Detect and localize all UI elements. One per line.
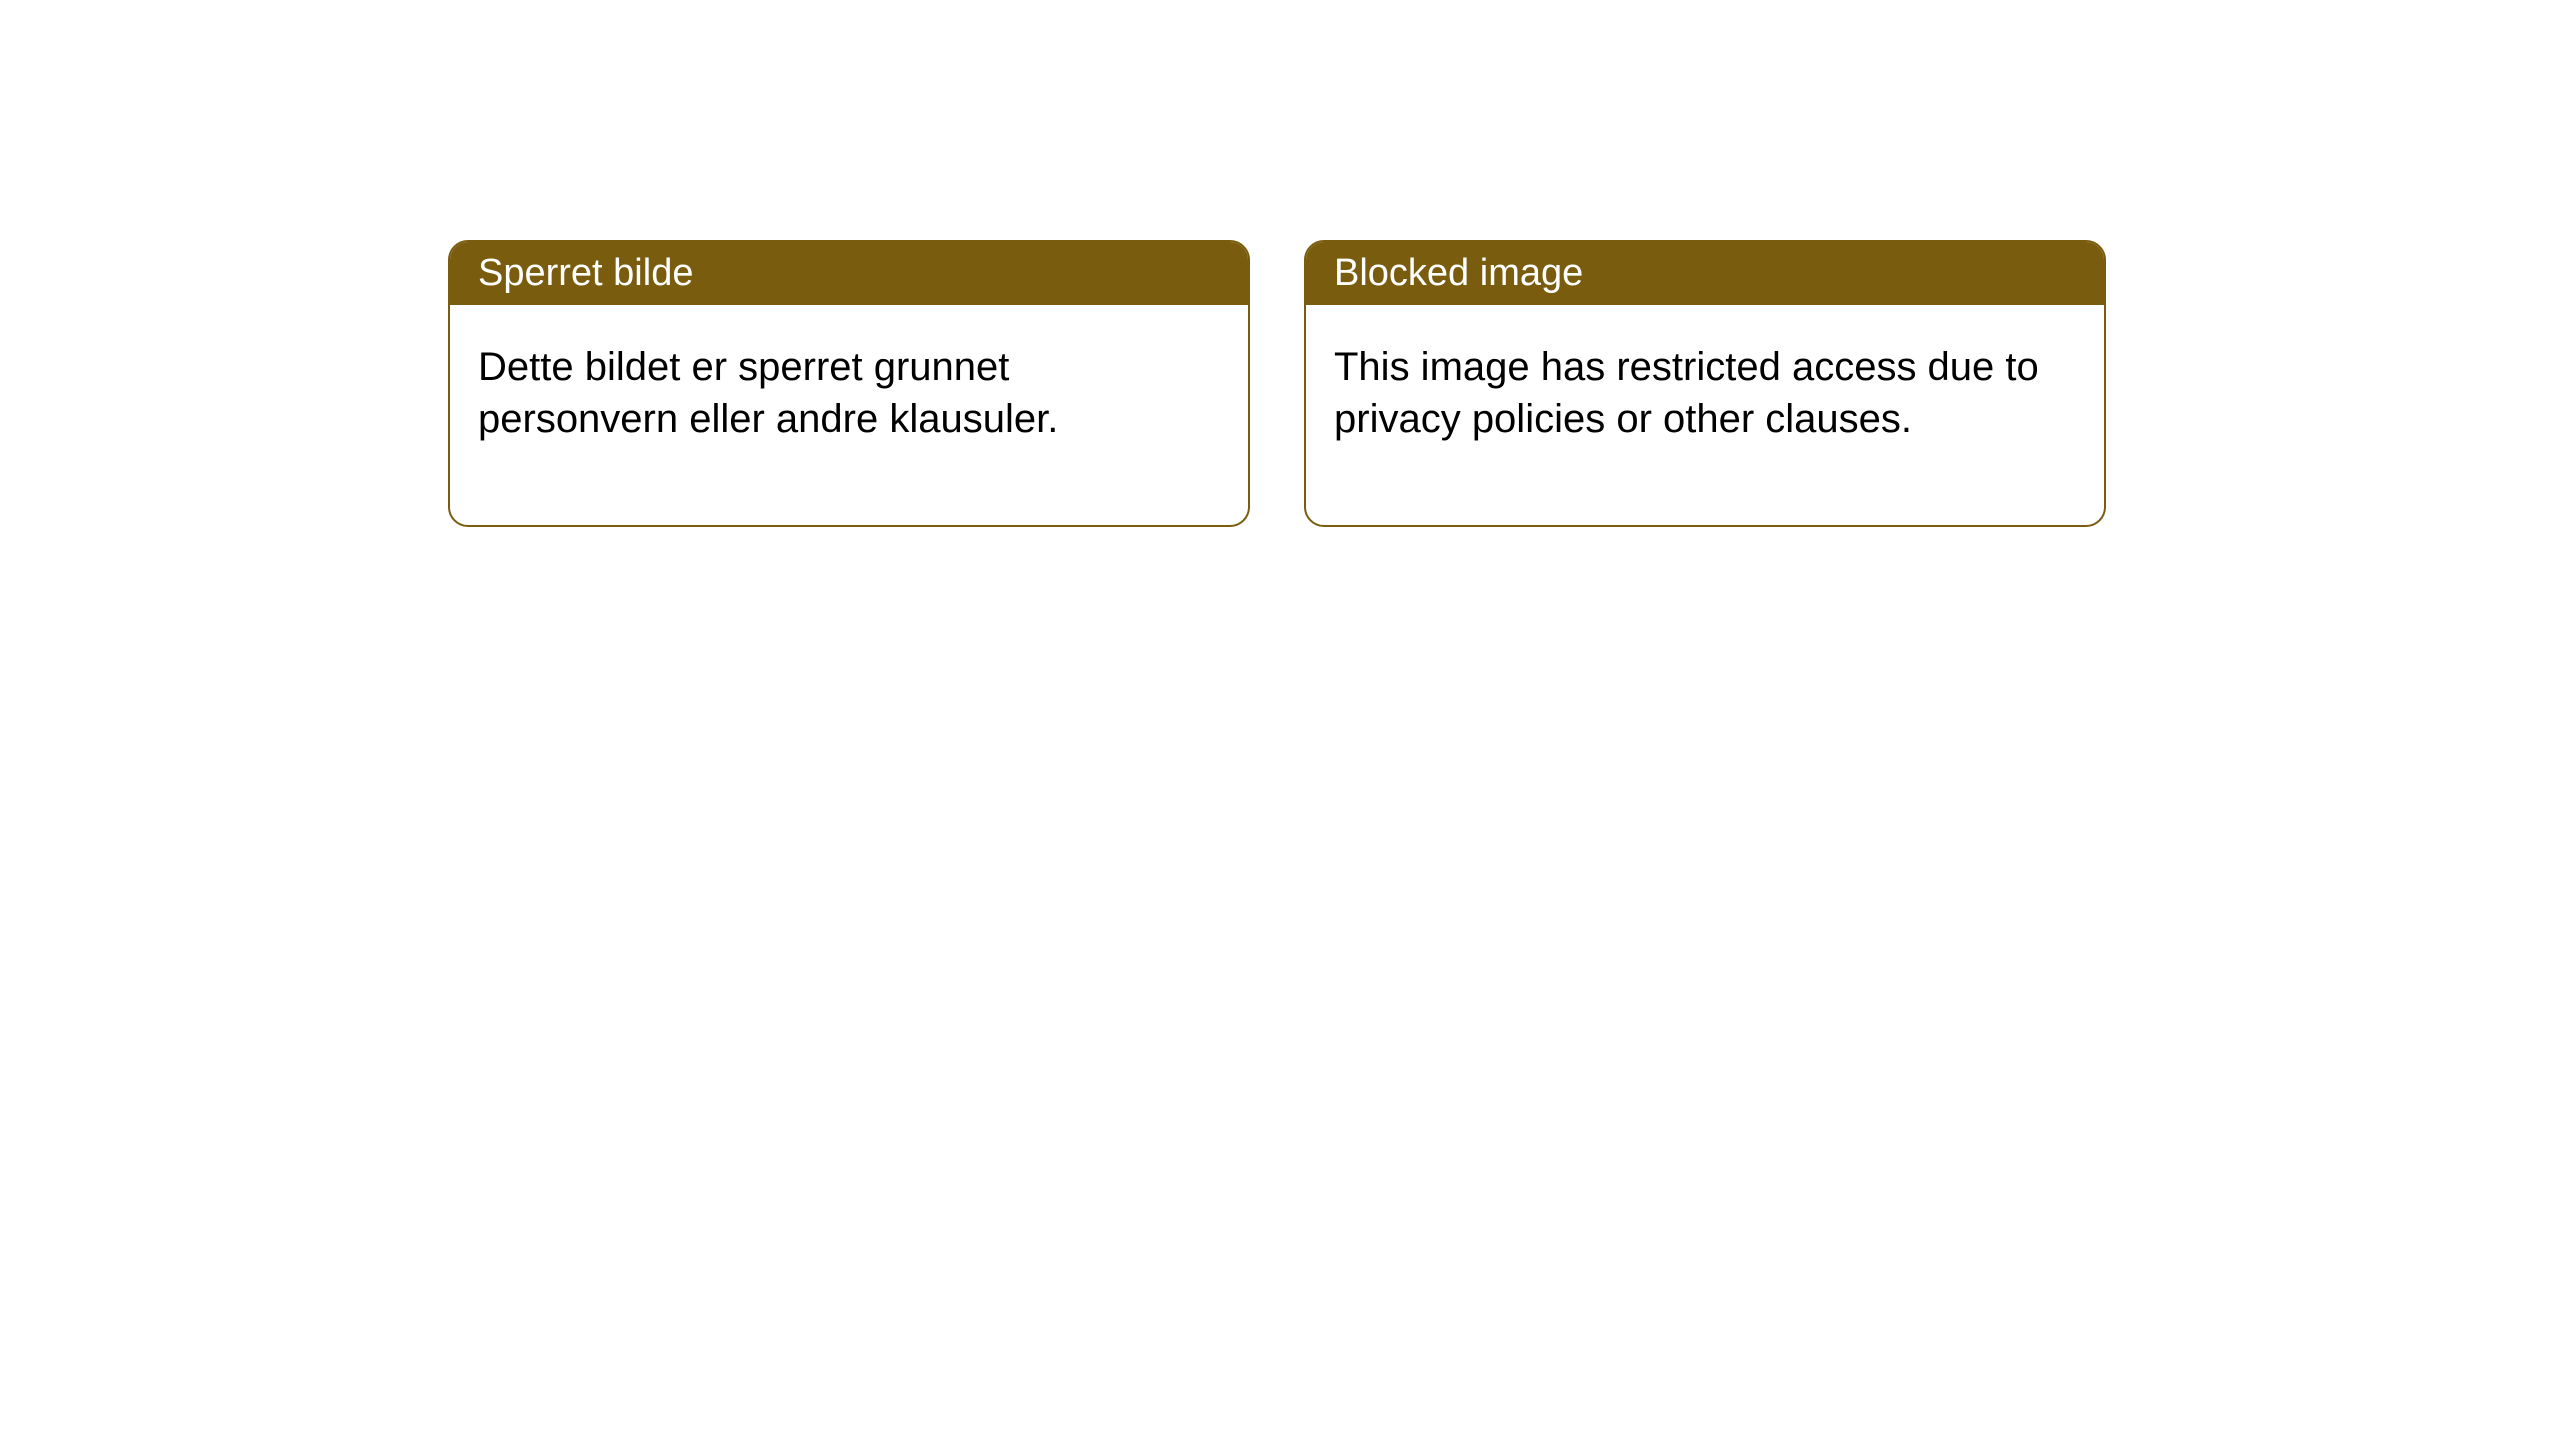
notice-card-norwegian: Sperret bilde Dette bildet er sperret gr…	[448, 240, 1250, 527]
notice-card-english: Blocked image This image has restricted …	[1304, 240, 2106, 527]
card-header: Sperret bilde	[450, 242, 1248, 305]
card-body: Dette bildet er sperret grunnet personve…	[450, 305, 1248, 525]
card-header: Blocked image	[1306, 242, 2104, 305]
notice-cards-container: Sperret bilde Dette bildet er sperret gr…	[0, 0, 2560, 527]
card-body: This image has restricted access due to …	[1306, 305, 2104, 525]
